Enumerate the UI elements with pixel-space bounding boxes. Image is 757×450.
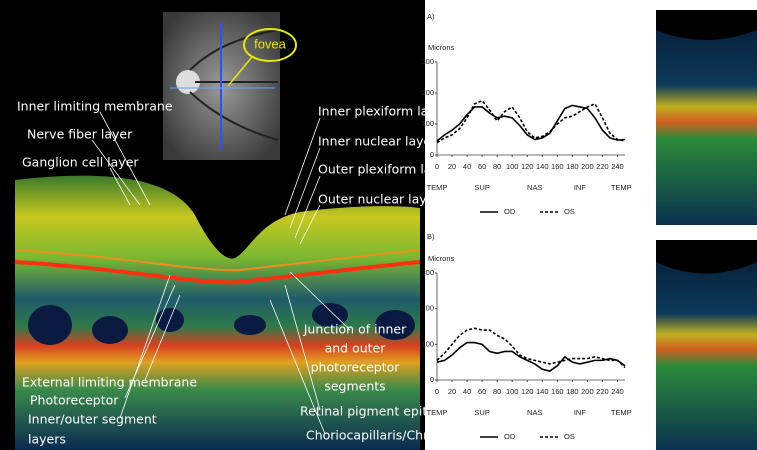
layer-label: layers [28, 432, 66, 447]
layer-label: Inner plexiform layer [318, 104, 449, 119]
region-label: SUP [474, 183, 489, 192]
x-tick-label: 200 [581, 387, 594, 396]
x-tick-label: 0 [435, 162, 439, 171]
x-tick-label: 220 [596, 387, 609, 396]
figure: fovea Inner limiting membrane Nerve fiber… [0, 0, 757, 450]
layer-label: Outer nuclear layer [318, 192, 440, 207]
layer-label: Outer plexiform layer [318, 162, 453, 177]
layer-label: photoreceptor [311, 360, 401, 375]
x-tick-label: 140 [536, 162, 549, 171]
x-tick-label: 120 [521, 387, 534, 396]
layer-label: Photoreceptor [30, 393, 119, 408]
x-tick-label: 160 [551, 387, 564, 396]
x-tick-label: 0 [435, 387, 439, 396]
layer-label: Ganglion cell layer [22, 155, 139, 170]
panel-label: A) [427, 12, 435, 21]
y-tick-label: 200 [421, 88, 434, 97]
x-tick-label: 220 [596, 162, 609, 171]
layer-label: Inner/outer segment [28, 412, 157, 427]
x-tick-label: 140 [536, 387, 549, 396]
region-label: TEMP [427, 408, 448, 417]
y-axis-label: Microns [428, 254, 455, 263]
legend-label: OS [564, 207, 575, 216]
layer-label: Junction of inner [303, 322, 407, 337]
y-axis-label: Microns [428, 43, 455, 52]
x-tick-label: 180 [566, 162, 579, 171]
region-label: NAS [527, 183, 542, 192]
y-tick-label: 100 [421, 339, 434, 348]
fovea-label: fovea [254, 36, 287, 51]
region-label: NAS [527, 408, 542, 417]
layer-label: Inner nuclear layer [318, 134, 437, 149]
x-tick-label: 100 [506, 162, 519, 171]
region-label: TEMP [427, 183, 448, 192]
x-tick-label: 120 [521, 162, 534, 171]
x-tick-label: 200 [581, 162, 594, 171]
layer-label: segments [324, 379, 385, 394]
legend-label: OD [504, 432, 516, 441]
legend-label: OD [504, 207, 516, 216]
y-tick-label: 0 [430, 375, 434, 384]
x-tick-label: 20 [448, 162, 456, 171]
x-tick-label: 80 [493, 162, 501, 171]
layer-label: External limiting membrane [22, 375, 197, 390]
x-tick-label: 240 [611, 162, 624, 171]
x-tick-label: 20 [448, 387, 456, 396]
legend-label: OS [564, 432, 575, 441]
y-tick-label: 200 [421, 304, 434, 313]
y-tick-label: 100 [421, 119, 434, 128]
region-label: INF [574, 408, 587, 417]
x-tick-label: 60 [478, 162, 486, 171]
x-tick-label: 160 [551, 162, 564, 171]
panel-label: B) [427, 232, 435, 241]
layer-label: Inner limiting membrane [17, 99, 173, 114]
x-tick-label: 180 [566, 387, 579, 396]
y-tick-label: 300 [421, 268, 434, 277]
x-tick-label: 60 [478, 387, 486, 396]
x-tick-label: 240 [611, 387, 624, 396]
oct-thumbnail [656, 10, 757, 225]
x-tick-label: 100 [506, 387, 519, 396]
x-tick-label: 40 [463, 162, 471, 171]
region-label: TEMP [611, 408, 632, 417]
region-label: INF [574, 183, 587, 192]
layer-label: Choriocapillaris/Chroid [306, 428, 447, 443]
region-label: TEMP [611, 183, 632, 192]
layer-label: and outer [325, 341, 387, 356]
x-tick-label: 40 [463, 387, 471, 396]
y-tick-label: 0 [430, 150, 434, 159]
y-tick-label: 300 [421, 57, 434, 66]
region-label: SUP [474, 408, 489, 417]
x-tick-label: 80 [493, 387, 501, 396]
layer-label: Nerve fiber layer [27, 127, 133, 142]
